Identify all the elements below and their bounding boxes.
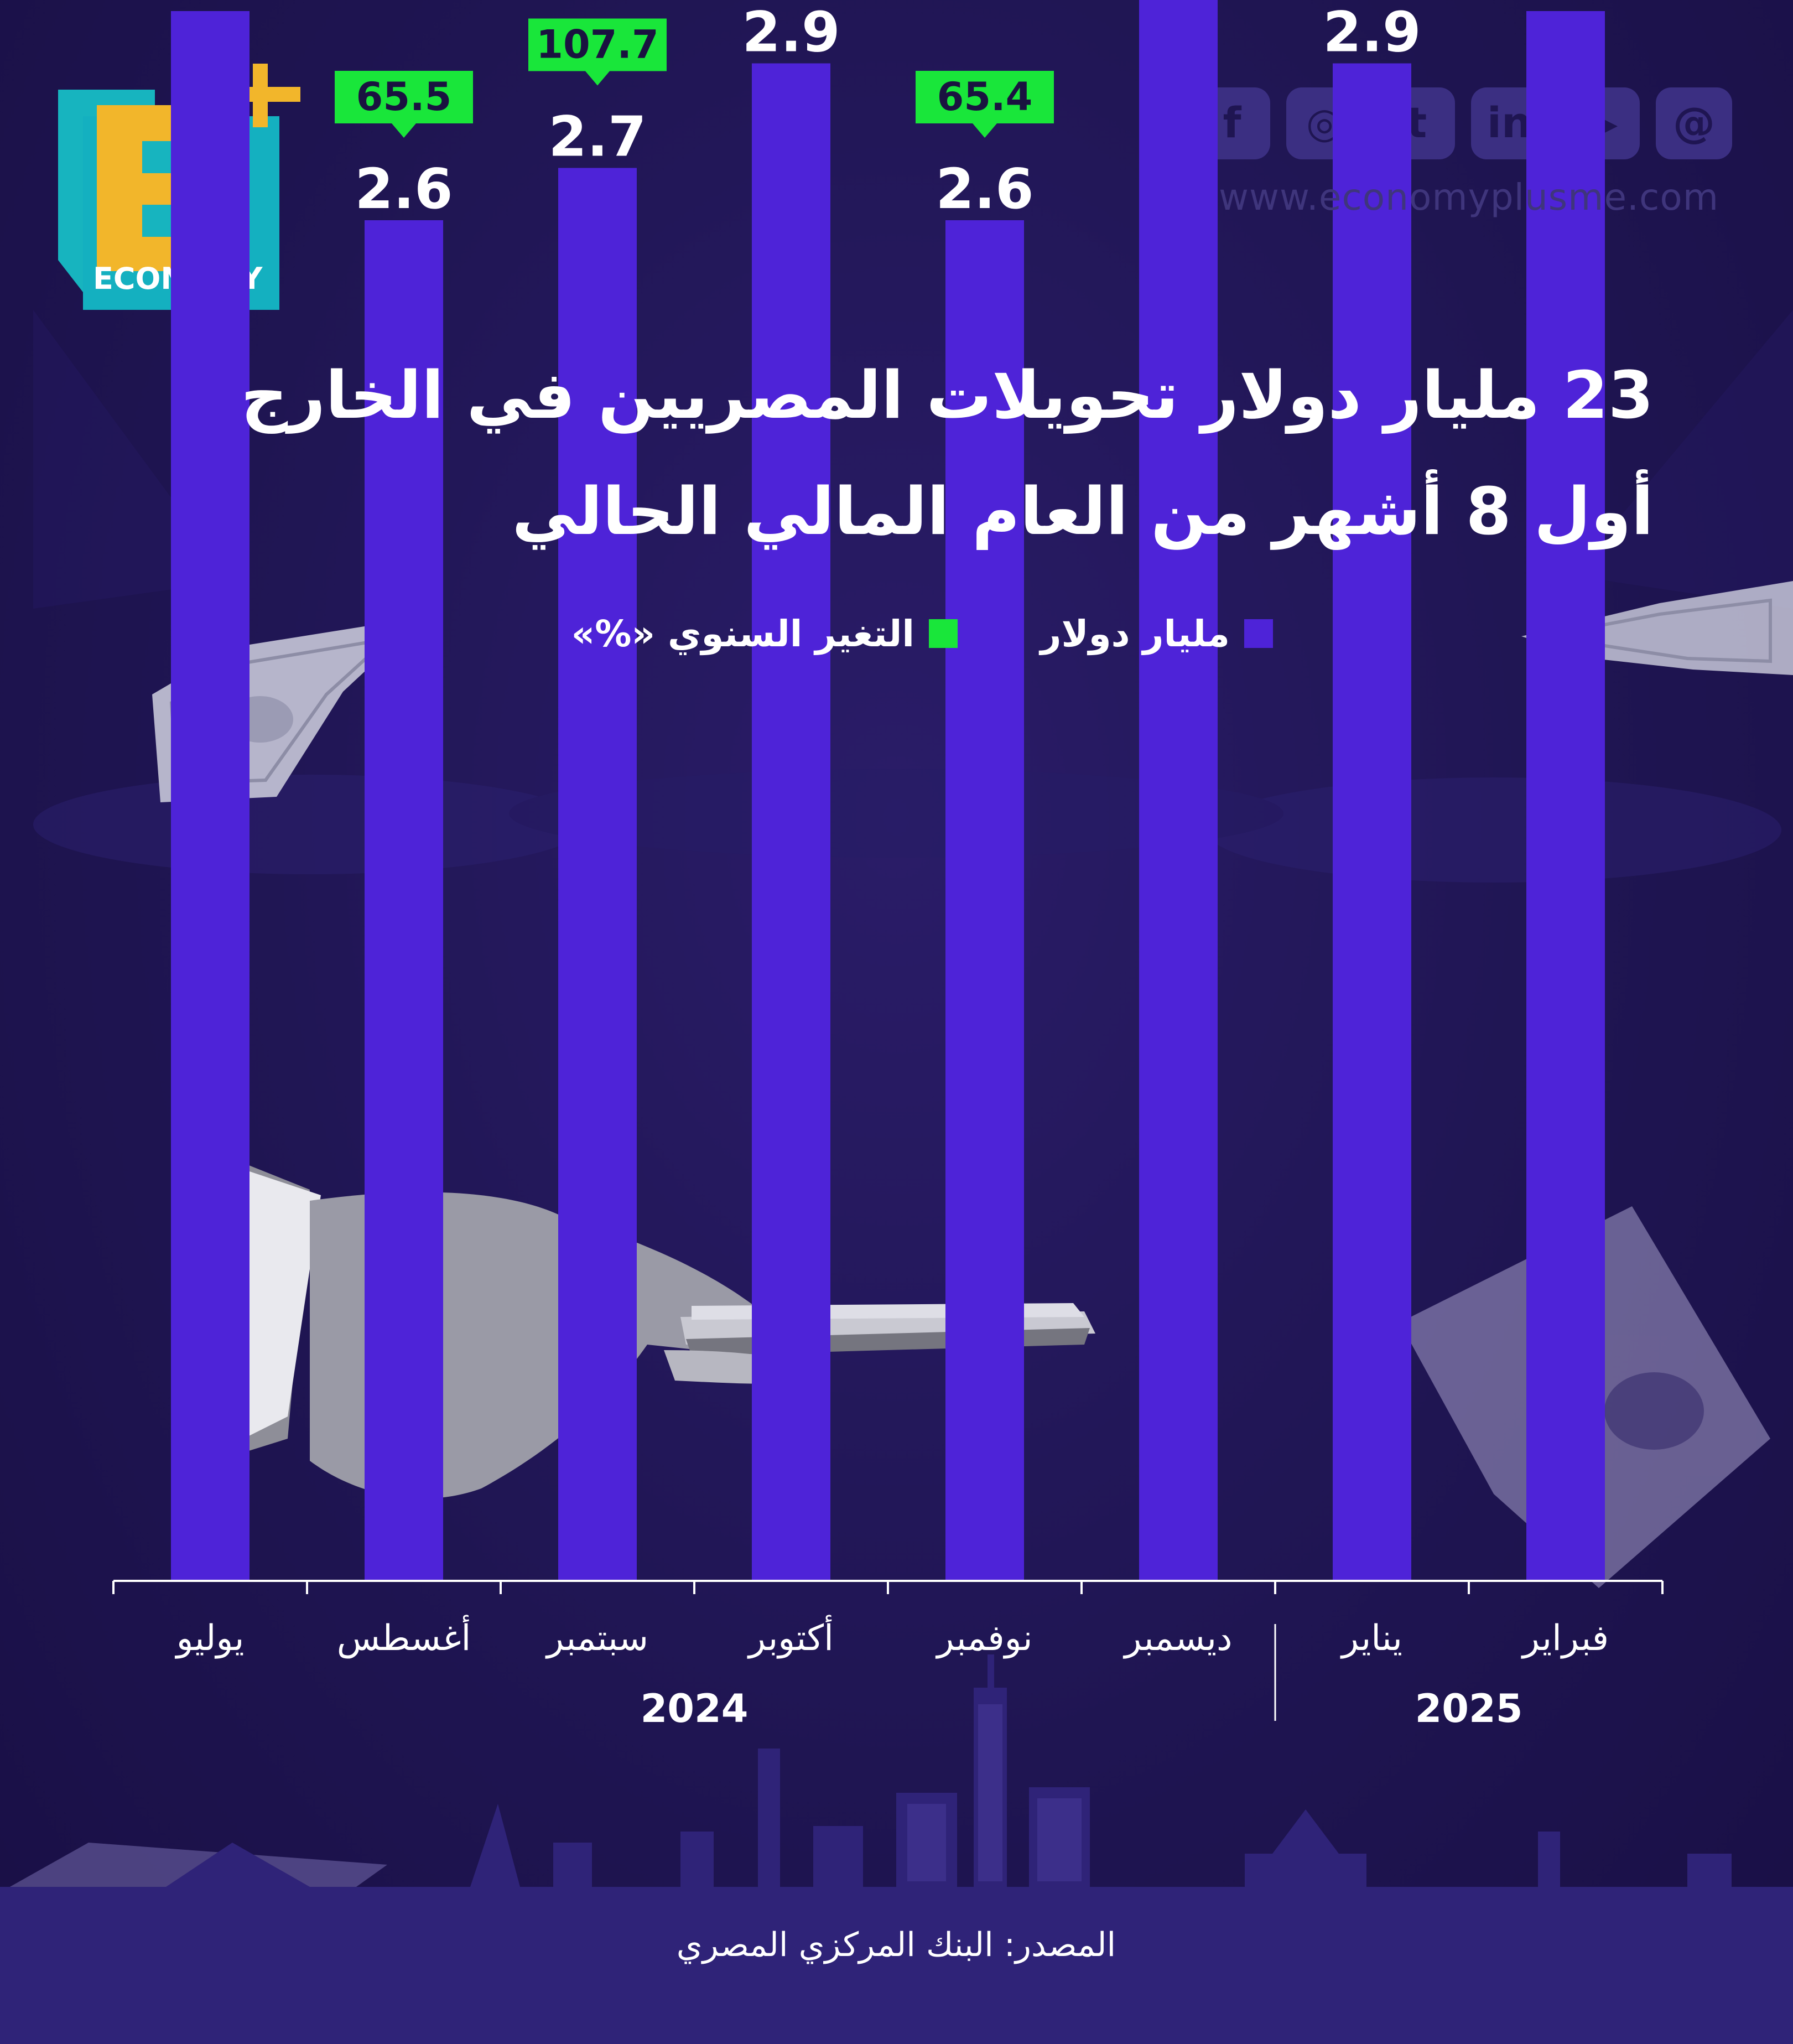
bar (1526, 11, 1605, 1580)
year-label: 2024 (641, 1686, 749, 1731)
skyline-silhouette (0, 1654, 1793, 2044)
linkedin-icon-glyph: in (1487, 98, 1531, 147)
month-label: يوليو (175, 1618, 245, 1659)
bar (752, 63, 830, 1580)
legend-label-annual-change: التغير السنوي «%» (571, 612, 914, 655)
title-line-2: أول 8 أشهر من العام المالي الحالي (512, 473, 1654, 549)
bar (1333, 63, 1411, 1580)
title-line-1: 23 مليار دولار تحويلات المصريين في الخار… (241, 357, 1654, 433)
facebook-icon-glyph: f (1223, 98, 1241, 147)
website-url[interactable]: www.economyplusme.com (1219, 176, 1719, 219)
year-label: 2025 (1415, 1686, 1523, 1731)
bar-value-label: 3 (191, 0, 230, 12)
source-note: المصدر: البنك المركزي المصري (676, 1926, 1116, 1964)
change-badge (528, 18, 667, 71)
change-badge-pointer (585, 71, 610, 86)
month-label: ديسمبر (1122, 1618, 1232, 1659)
month-label: سبتمبر (545, 1618, 648, 1659)
bar-value-label: 3 (1546, 0, 1585, 12)
bar (171, 11, 250, 1580)
legend-item-billion-dollars: مليار دولار (886, 609, 1273, 658)
bar-value-label: 2.7 (548, 105, 646, 169)
month-label: يناير (1340, 1618, 1402, 1659)
change-value-label: 65.4 (937, 74, 1033, 120)
bar (945, 220, 1024, 1580)
bar-chart: 386.8يوليو2.665.5أغسطس2.7107.7سبتمبر2.96… (112, 0, 1664, 1731)
month-label: أغسطس (337, 1615, 471, 1659)
change-badge-pointer (392, 123, 416, 138)
bar (1139, 0, 1218, 1580)
change-badge (335, 71, 473, 123)
bar (558, 168, 637, 1580)
bar-value-label: 2.9 (1323, 0, 1421, 65)
change-value-label: 107.7 (536, 22, 658, 68)
change-badge-pointer (973, 123, 997, 138)
bar-value-label: 2.6 (355, 157, 453, 221)
legend-swatch-change (929, 619, 958, 648)
change-value-label: 65.5 (356, 74, 452, 120)
month-label: نوفمبر (935, 1618, 1032, 1659)
threads-icon-glyph: @ (1673, 98, 1715, 147)
bar-value-label: 2.6 (936, 157, 1033, 221)
month-label: فبراير (1521, 1618, 1609, 1659)
legend-item-annual-change: التغير السنوي «%» (570, 609, 958, 658)
change-badge (916, 71, 1054, 123)
month-label: أكتوبر (747, 1615, 834, 1659)
threads-icon[interactable] (1656, 87, 1732, 159)
bar-value-label: 2.9 (742, 0, 840, 65)
bar (365, 220, 443, 1580)
skyline-windows (907, 1704, 1082, 1881)
social-icons: f◎tin▶@ (1194, 87, 1732, 159)
legend-swatch-bars (1244, 619, 1273, 648)
legend-label-billion-dollars: مليار دولار (1040, 612, 1230, 655)
